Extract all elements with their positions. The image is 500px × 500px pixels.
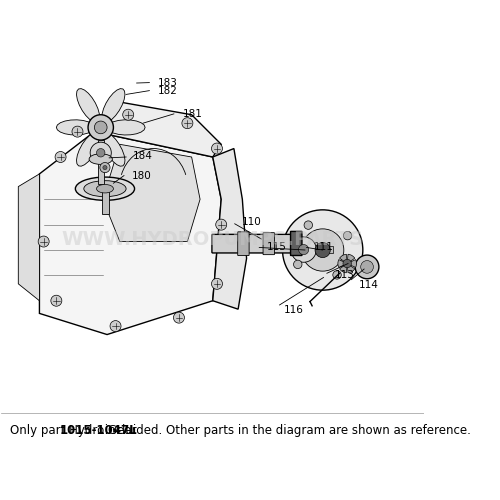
Circle shape [96,148,105,157]
FancyBboxPatch shape [290,232,302,256]
Circle shape [294,260,302,268]
Circle shape [355,255,379,278]
FancyBboxPatch shape [212,234,298,253]
Circle shape [174,312,184,323]
FancyBboxPatch shape [238,232,249,256]
Polygon shape [94,102,221,157]
Bar [102,188,109,214]
Circle shape [38,236,49,247]
Wedge shape [340,254,347,264]
Text: 180: 180 [132,170,152,180]
Wedge shape [338,260,347,268]
Polygon shape [102,132,125,166]
Text: 111: 111 [314,242,334,252]
Text: 184: 184 [132,151,152,161]
Text: incluided. Other parts in the diagram are shown as reference.: incluided. Other parts in the diagram ar… [101,424,471,438]
Circle shape [90,142,112,164]
Circle shape [216,219,226,230]
Circle shape [282,210,363,290]
Text: Only part Hydro Gear: Only part Hydro Gear [10,424,140,438]
Circle shape [212,143,222,154]
Circle shape [103,166,107,170]
Bar [98,140,104,184]
Circle shape [72,126,83,137]
Text: 114: 114 [358,280,378,289]
Text: 183: 183 [158,78,178,88]
Circle shape [291,237,316,262]
Circle shape [182,118,193,128]
Circle shape [88,114,114,140]
Text: 1015-1047L: 1015-1047L [60,424,138,438]
Circle shape [360,260,374,274]
Circle shape [298,244,308,254]
Wedge shape [340,264,347,273]
Polygon shape [40,132,221,334]
Wedge shape [347,260,356,268]
Text: 116: 116 [284,305,304,315]
Circle shape [122,109,134,120]
Text: 113: 113 [334,270,354,280]
Ellipse shape [96,184,114,193]
FancyBboxPatch shape [263,232,274,254]
Circle shape [333,270,342,279]
Polygon shape [102,88,125,122]
Polygon shape [103,144,200,242]
Circle shape [55,152,66,162]
Circle shape [110,320,121,332]
Text: 115: 115 [267,242,286,252]
Text: WWW.HYDROPUMPS.PARTS: WWW.HYDROPUMPS.PARTS [62,230,364,249]
Polygon shape [76,132,100,166]
Circle shape [315,242,330,258]
Circle shape [302,229,344,271]
Polygon shape [18,174,40,300]
Circle shape [100,162,110,172]
Wedge shape [347,254,355,264]
Polygon shape [213,148,246,309]
Circle shape [343,260,351,268]
Circle shape [304,221,312,230]
Circle shape [344,232,352,240]
Circle shape [94,121,107,134]
Circle shape [212,278,222,289]
Wedge shape [347,264,355,273]
Bar [298,246,333,254]
Text: 182: 182 [158,86,178,96]
Text: 181: 181 [183,109,203,119]
Ellipse shape [76,177,134,201]
Text: 110: 110 [242,216,262,226]
Circle shape [51,295,62,306]
Polygon shape [108,120,145,135]
Polygon shape [56,120,94,135]
Polygon shape [76,88,100,122]
Ellipse shape [89,154,112,164]
Ellipse shape [84,180,126,196]
